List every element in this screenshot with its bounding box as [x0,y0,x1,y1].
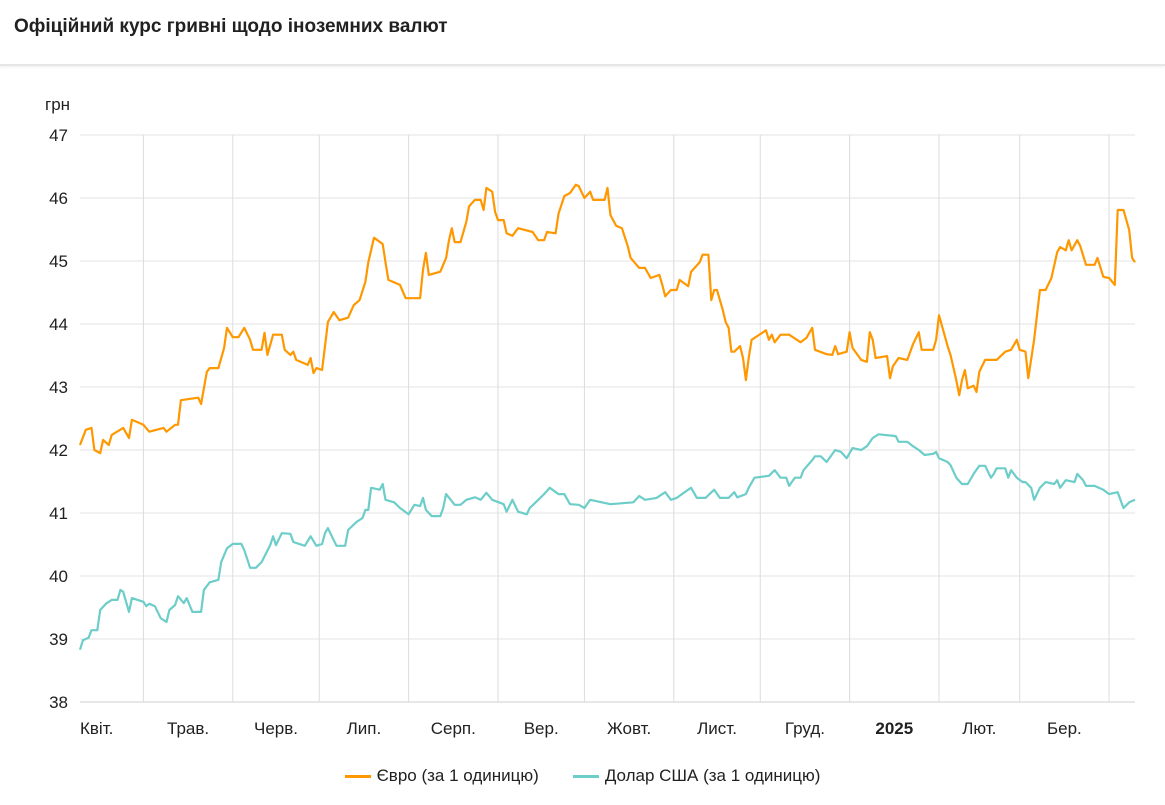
y-tick-label: 40 [49,567,68,586]
y-tick-label: 38 [49,693,68,712]
y-tick-label: 46 [49,189,68,208]
chart-legend: Євро (за 1 одиницю) Долар США (за 1 один… [0,766,1165,786]
y-tick-label: 47 [49,126,68,145]
x-tick-label: Лип. [347,719,382,738]
x-tick-label: Черв. [254,719,298,738]
x-tick-label: Бер. [1047,719,1082,738]
x-tick-label: Груд. [785,719,825,738]
legend-item-euro[interactable]: Євро (за 1 одиницю) [344,766,539,786]
legend-swatch-euro [344,774,371,778]
x-tick-label: Лист. [697,719,737,738]
legend-item-usd[interactable]: Долар США (за 1 одиницю) [572,766,821,786]
y-tick-label: 39 [49,630,68,649]
y-axis-unit: грн [45,95,70,114]
header-divider [0,64,1165,66]
series-line-euro[interactable] [78,183,1136,455]
x-tick-label: 2025 [875,719,913,738]
x-tick-label: Серп. [431,719,476,738]
y-tick-label: 45 [49,252,68,271]
x-tick-label: Жовт. [607,719,651,738]
legend-swatch-usd [572,774,599,778]
x-tick-label: Лют. [962,719,996,738]
y-tick-label: 42 [49,441,68,460]
y-tick-label: 44 [49,315,68,334]
x-tick-label: Трав. [167,719,209,738]
legend-label-euro: Євро (за 1 одиницю) [376,766,539,785]
y-tick-label: 41 [49,504,68,523]
legend-label-usd: Долар США (за 1 одиницю) [604,766,821,785]
x-tick-label: Квіт. [80,719,113,738]
x-tick-label: Вер. [524,719,559,738]
page-title: Офіційний курс гривні щодо іноземних вал… [14,16,448,37]
y-tick-label: 43 [49,378,68,397]
series-line-usd[interactable] [78,433,1136,651]
